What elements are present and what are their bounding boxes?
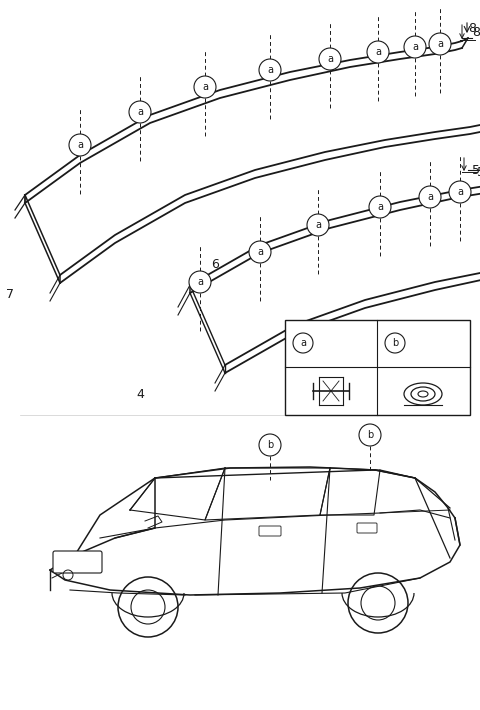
Text: 5: 5 <box>472 163 480 177</box>
FancyBboxPatch shape <box>259 526 281 536</box>
Circle shape <box>259 434 281 456</box>
Text: a: a <box>197 277 203 287</box>
Text: a: a <box>137 107 143 117</box>
Text: a: a <box>377 202 383 212</box>
Text: a: a <box>315 220 321 230</box>
Text: a: a <box>300 338 306 348</box>
Text: a: a <box>437 39 443 49</box>
Circle shape <box>293 333 313 353</box>
Circle shape <box>129 101 151 123</box>
Text: b: b <box>267 440 273 450</box>
Text: 5: 5 <box>477 165 480 178</box>
Circle shape <box>367 41 389 63</box>
Text: a: a <box>77 140 83 150</box>
Circle shape <box>404 36 426 58</box>
Text: a: a <box>327 54 333 64</box>
Text: a: a <box>412 42 418 52</box>
FancyBboxPatch shape <box>357 523 377 533</box>
Text: 2: 2 <box>336 364 344 376</box>
Text: 1: 1 <box>415 337 423 349</box>
Circle shape <box>369 196 391 218</box>
Text: 4: 4 <box>136 388 144 401</box>
Text: a: a <box>457 187 463 197</box>
Circle shape <box>307 214 329 236</box>
FancyBboxPatch shape <box>53 551 102 573</box>
Circle shape <box>194 76 216 98</box>
Text: 8: 8 <box>468 21 476 35</box>
Circle shape <box>359 424 381 446</box>
Text: a: a <box>257 247 263 257</box>
Text: 7: 7 <box>6 288 14 302</box>
Text: a: a <box>427 192 433 202</box>
Text: 3: 3 <box>323 337 331 349</box>
Text: 6: 6 <box>211 258 219 271</box>
Circle shape <box>259 59 281 81</box>
Text: b: b <box>392 338 398 348</box>
Circle shape <box>385 333 405 353</box>
Text: a: a <box>202 82 208 92</box>
Circle shape <box>429 33 451 55</box>
Circle shape <box>449 181 471 203</box>
Text: a: a <box>267 65 273 75</box>
Bar <box>285 320 470 415</box>
Text: a: a <box>375 47 381 57</box>
Text: 8: 8 <box>472 26 480 38</box>
Circle shape <box>189 271 211 293</box>
Circle shape <box>69 134 91 156</box>
Circle shape <box>319 48 341 70</box>
Text: b: b <box>367 430 373 440</box>
Circle shape <box>249 241 271 263</box>
Circle shape <box>419 186 441 208</box>
